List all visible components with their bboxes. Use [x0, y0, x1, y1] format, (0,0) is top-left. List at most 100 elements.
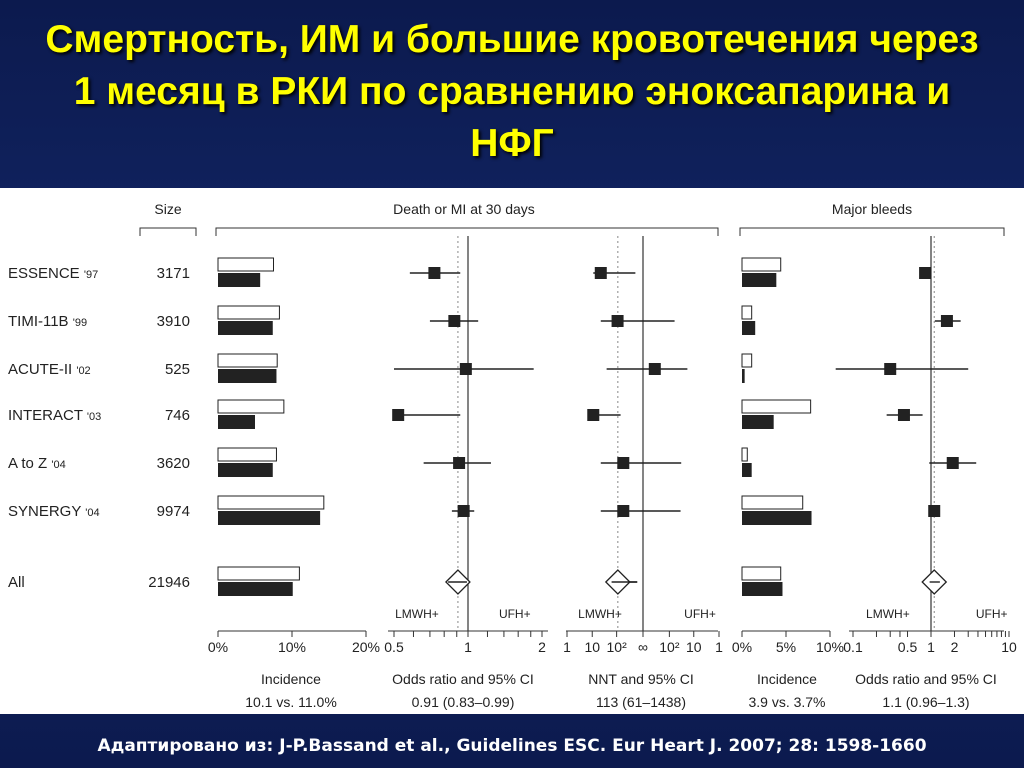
death-incidence-bar-filled	[218, 273, 261, 287]
death-nnt-point	[611, 315, 624, 327]
bleed-or-point	[946, 457, 959, 469]
nnt-tick-label: 1	[715, 639, 723, 655]
death-incidence-bar-open	[217, 353, 278, 368]
death-incidence-bar-open	[217, 566, 300, 581]
death-incidence-bar-filled	[218, 415, 255, 429]
death-incidence-bar-filled	[218, 582, 293, 596]
bleed-or-point	[884, 363, 897, 375]
death-nnt-point	[617, 457, 630, 469]
bleed-incidence-bar-filled	[742, 273, 777, 287]
direction-label-ufh: UFH+	[684, 607, 716, 621]
death-incidence-bar-filled	[218, 463, 273, 477]
direction-label-lmwh: LMWH+	[395, 607, 439, 621]
source-citation: Адаптировано из: J-P.Bassand et al., Gui…	[97, 736, 927, 756]
bleed-incidence-bar-filled	[742, 369, 745, 383]
death-incidence-tick-label: 0%	[208, 639, 228, 655]
death-or-tick-label: 2	[538, 639, 546, 655]
size-bracket	[139, 227, 197, 236]
death-incidence-axis-label: Incidence	[261, 671, 321, 687]
bleed-or-point	[940, 315, 953, 327]
bleed-incidence-summary: 3.9 vs. 3.7%	[748, 694, 825, 710]
death-or-summary: 0.91 (0.83–0.99)	[412, 694, 515, 710]
direction-label-lmwh: LMWH+	[578, 607, 622, 621]
death-or-point	[459, 363, 472, 375]
death-nnt-axis-label: NNT and 95% CI	[588, 671, 694, 687]
nnt-tick-label: 1	[563, 639, 571, 655]
forest-plot: Size Death or MI at 30 days Major bleeds ES…	[8, 201, 1017, 710]
death-or-point	[453, 457, 466, 469]
trial-year: '02	[76, 365, 90, 377]
trial-year: '97	[84, 269, 98, 281]
bleed-or-axis-label: Odds ratio and 95% CI	[855, 671, 997, 687]
death-incidence-tick-label: 20%	[352, 639, 380, 655]
bleed-incidence-axis-label: Incidence	[757, 671, 817, 687]
bleed-incidence-bar-filled	[742, 511, 812, 525]
death-group-header: Death or MI at 30 days	[393, 201, 535, 217]
death-or-point	[448, 315, 461, 327]
bleed-incidence-bar-filled	[742, 321, 756, 335]
death-incidence-bar-open	[217, 257, 274, 272]
direction-label-lmwh: LMWH+	[866, 607, 910, 621]
death-incidence-summary: 10.1 vs. 11.0%	[245, 694, 337, 710]
bleed-incidence-bar-open	[741, 305, 753, 320]
death-nnt-point	[617, 505, 630, 517]
death-or-point	[392, 409, 405, 421]
trial-name: INTERACT '03	[8, 407, 101, 424]
bleed-or-summary: 1.1 (0.96–1.3)	[882, 694, 969, 710]
trial-name: SYNERGY '04	[8, 503, 100, 520]
trial-year: '99	[73, 317, 87, 329]
death-nnt-point	[648, 363, 661, 375]
bleed-or-tick-label: 0.1	[843, 639, 863, 655]
trial-name: All	[8, 574, 25, 591]
death-nnt-point	[587, 409, 600, 421]
trial-name: A to Z '04	[8, 455, 66, 472]
death-nnt-summary: 113 (61–1438)	[596, 694, 686, 710]
bleed-incidence-bar-open	[741, 257, 782, 272]
death-or-axis-label: Odds ratio and 95% CI	[392, 671, 534, 687]
trial-size: 21946	[148, 574, 190, 591]
death-incidence-bar-filled	[218, 511, 321, 525]
death-or-tick-label: 1	[464, 639, 472, 655]
trial-size: 3910	[157, 313, 190, 330]
trial-size: 3620	[157, 455, 190, 472]
death-incidence-bar-filled	[218, 369, 277, 383]
death-incidence-bar-open	[217, 305, 280, 320]
trial-name: ACUTE-II '02	[8, 361, 91, 378]
direction-label-ufh: UFH+	[499, 607, 531, 621]
trial-size: 746	[165, 407, 190, 424]
trial-size: 9974	[157, 503, 190, 520]
bleed-or-tick-label: 2	[951, 639, 959, 655]
trial-year: '04	[85, 507, 99, 519]
size-header: Size	[154, 201, 181, 217]
bleed-or-tick-label: 10	[1001, 639, 1017, 655]
trial-year: '04	[51, 459, 65, 471]
bleed-incidence-bar-open	[741, 566, 782, 581]
bleed-incidence-bar-open	[741, 399, 812, 414]
bleed-incidence-bar-open	[741, 353, 753, 368]
direction-label-ufh: UFH+	[976, 607, 1008, 621]
bleed-incidence-bar-filled	[742, 463, 752, 477]
trial-year: '03	[87, 411, 101, 423]
death-incidence-tick-label: 10%	[278, 639, 306, 655]
death-incidence-bar-filled	[218, 321, 273, 335]
bleed-or-point	[897, 409, 910, 421]
nnt-tick-label: 10²	[607, 639, 628, 655]
bleed-or-tick-label: 0.5	[898, 639, 918, 655]
death-nnt-point	[594, 267, 607, 279]
bleed-group-header: Major bleeds	[832, 201, 912, 217]
bleed-incidence-bar-filled	[742, 415, 774, 429]
bleed-group-bracket	[739, 227, 1005, 236]
bleed-incidence-bar-open	[741, 447, 748, 462]
bleed-or-point	[919, 267, 932, 279]
forest-plot-panel: Size Death or MI at 30 days Major bleeds ES…	[0, 188, 1024, 714]
bleed-incidence-tick-label: 5%	[776, 639, 796, 655]
death-group-bracket	[215, 227, 719, 236]
death-or-point	[457, 505, 470, 517]
slide-title: Смертность, ИМ и большие кровотечения че…	[45, 18, 979, 165]
nnt-tick-label: 10	[584, 639, 600, 655]
bleed-incidence-tick-label: 0%	[732, 639, 752, 655]
death-incidence-bar-open	[217, 447, 277, 462]
trial-size: 525	[165, 361, 190, 378]
bleed-incidence-tick-label: 10%	[816, 639, 844, 655]
trial-name: ESSENCE '97	[8, 265, 98, 282]
